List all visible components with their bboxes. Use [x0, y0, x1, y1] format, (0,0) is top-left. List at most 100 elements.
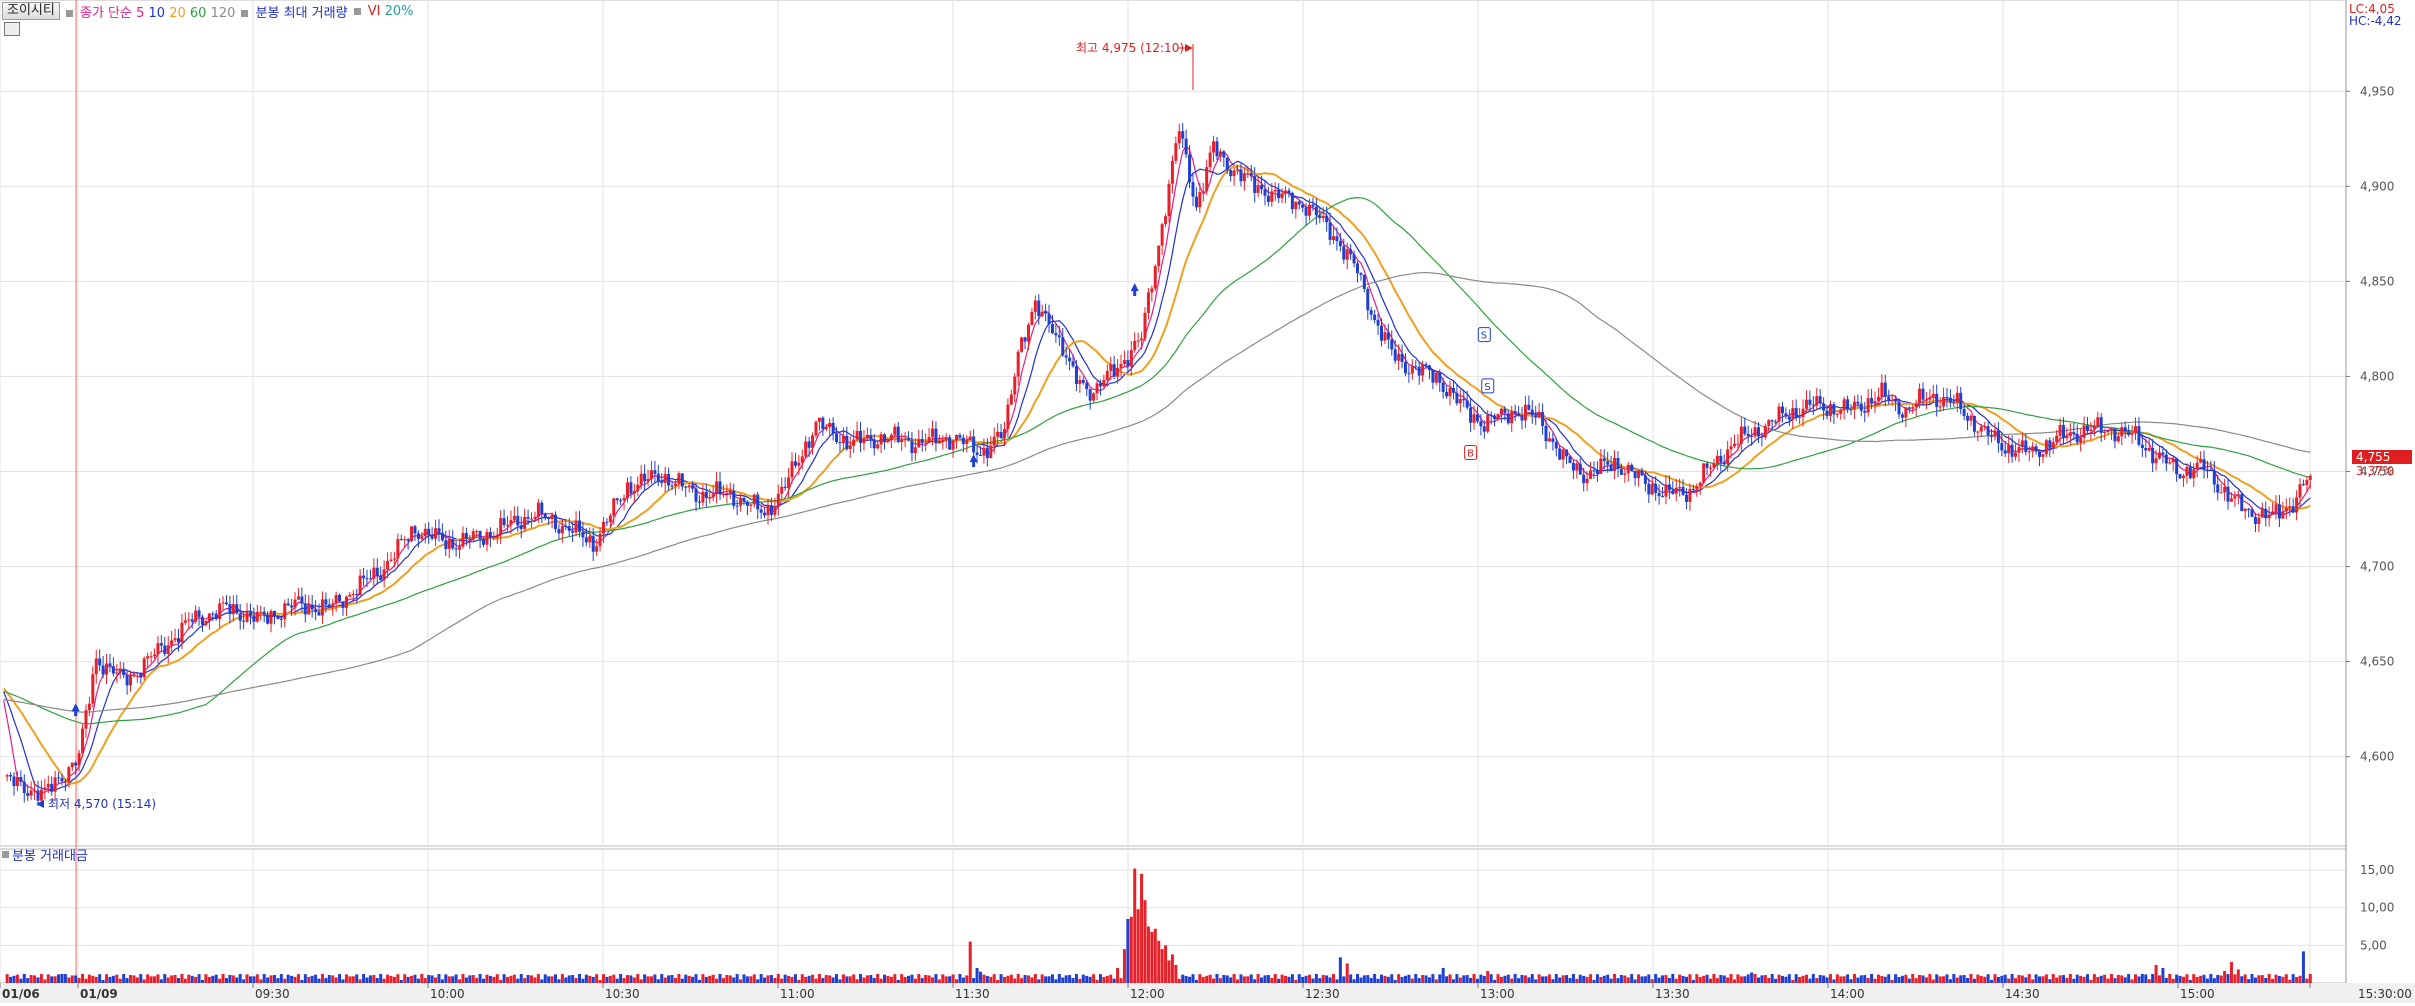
volume-bar — [2233, 974, 2237, 983]
volume-bar — [883, 974, 887, 983]
candle-body — [1743, 426, 1747, 434]
candle-body — [1215, 141, 1219, 157]
candle-body — [1996, 430, 2000, 444]
candle-body — [1856, 401, 1860, 404]
volume-bar — [1859, 975, 1863, 983]
candle-body — [1434, 372, 1438, 383]
volume-bar — [1424, 975, 1428, 983]
volume-bar — [1993, 974, 1997, 983]
candle-body — [1990, 435, 1994, 437]
candle-body — [924, 442, 928, 444]
candle-body — [2202, 459, 2206, 471]
candle-body — [187, 619, 191, 621]
candle-body — [1397, 353, 1401, 361]
volume-bar — [2007, 978, 2011, 983]
volume-bar — [1955, 977, 1959, 983]
volume-bar — [2137, 976, 2141, 983]
volume-bar — [763, 977, 767, 983]
candle-body — [1037, 300, 1041, 316]
candle-body — [177, 638, 181, 643]
volume-bar — [2247, 979, 2251, 983]
candle-body — [2024, 440, 2028, 453]
candle-body — [60, 778, 64, 782]
candle-body — [769, 505, 773, 515]
candle-body — [1750, 435, 1754, 437]
candle-body — [276, 616, 280, 619]
x-axis-bar — [0, 983, 2415, 1003]
volume-bar — [931, 977, 935, 983]
volume-bar — [180, 973, 184, 983]
volume-bar — [907, 975, 911, 983]
ticker-button[interactable]: 조이시티 — [2, 2, 60, 20]
candle-body — [1993, 430, 1997, 437]
candle-body — [578, 520, 581, 532]
candle-body — [224, 602, 228, 605]
volume-bar — [396, 974, 400, 983]
volume-bar — [1273, 973, 1277, 983]
ma-legend[interactable]: 종가 단순 5 10 20 60 120 — [65, 2, 235, 21]
volume-bar — [105, 974, 109, 983]
volume-bar — [1033, 974, 1037, 983]
candle-body — [440, 532, 444, 541]
volume-bar — [434, 977, 438, 983]
candle-body — [423, 528, 427, 537]
ma-line-120 — [3, 271, 2311, 713]
candle-body — [739, 498, 743, 506]
volume-bar — [1777, 974, 1781, 983]
volume-bar — [1900, 975, 1904, 983]
volume-bar — [2027, 974, 2031, 983]
volume-bar — [1242, 976, 1246, 983]
candle-body — [821, 417, 825, 430]
candle-body — [36, 790, 40, 801]
candle-body — [427, 528, 431, 535]
volume-bar — [98, 974, 102, 983]
candle-body — [1177, 131, 1181, 144]
candle-body — [711, 494, 715, 498]
volume-bar — [612, 974, 616, 983]
candle-body — [1390, 339, 1394, 350]
volume-bar — [2140, 973, 2144, 983]
volume-bar — [1215, 973, 1219, 983]
volume-bar — [1952, 974, 1956, 983]
candle-body — [245, 612, 249, 622]
candle-body — [290, 605, 294, 608]
candle-body — [2247, 508, 2251, 510]
ma-60: 60 — [189, 5, 207, 21]
candle-body — [434, 528, 438, 539]
candle-body — [1599, 458, 1603, 474]
volume-bar — [1688, 974, 1692, 983]
volume-bar — [578, 973, 581, 983]
candle-body — [780, 486, 784, 494]
vi-legend[interactable]: VI 20% — [353, 4, 413, 19]
volume-bar — [1136, 909, 1140, 983]
volume-bar — [680, 978, 684, 983]
indicator-legend[interactable]: 분봉 최대 거래량 — [241, 2, 348, 21]
volume-bar — [348, 976, 352, 983]
candle-body — [1150, 288, 1154, 293]
volume-bar — [1201, 976, 1205, 983]
volume-bar — [1794, 974, 1798, 983]
candle-body — [978, 454, 982, 456]
candle-body — [1383, 332, 1387, 341]
ma-line-10 — [3, 160, 2311, 792]
candle-body — [1952, 402, 1956, 404]
volume-bar — [307, 976, 311, 983]
candle-body — [554, 514, 558, 530]
volume-bar — [156, 974, 160, 983]
buy-arrow-icon — [71, 703, 80, 712]
volume-bar — [2038, 976, 2042, 983]
candle-body — [1534, 415, 1538, 418]
settings-grid-icon[interactable] — [4, 22, 20, 36]
x-tick-label: 11:30 — [955, 987, 990, 1001]
volume-bar — [536, 974, 540, 983]
candle-body — [1146, 292, 1150, 313]
volume-bar — [1767, 977, 1771, 983]
volume-bar — [1544, 976, 1548, 983]
candle-body — [2288, 506, 2292, 508]
volume-bar — [248, 976, 252, 983]
volume-bar — [1870, 973, 1874, 983]
volume-bar — [1023, 974, 1027, 983]
x-tick-label: 10:00 — [430, 987, 465, 1001]
